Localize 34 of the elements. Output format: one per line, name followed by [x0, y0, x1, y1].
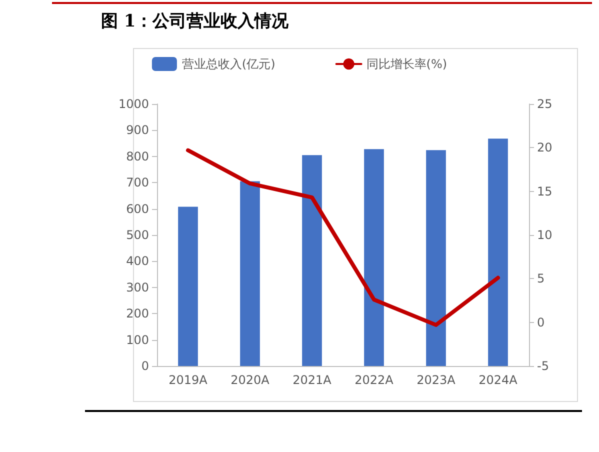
bar — [240, 181, 260, 366]
bar — [426, 150, 446, 366]
x-tick-label: 2023A — [416, 373, 456, 387]
bar — [302, 155, 322, 366]
y-tick-label: 200 — [126, 306, 149, 321]
x-tick-label: 2020A — [230, 373, 270, 387]
y-tick-label: 300 — [126, 280, 149, 294]
y-tick-label: 500 — [126, 228, 149, 242]
x-tick-label: 2019A — [168, 373, 208, 387]
x-tick-label: 2021A — [292, 373, 332, 387]
y2-tick-label: 20 — [537, 140, 552, 155]
y-tick-label: 700 — [126, 176, 149, 190]
chart-title: 图 1：公司营业收入情况 — [101, 12, 290, 32]
bar — [488, 138, 508, 366]
bar — [178, 206, 198, 366]
y-tick-label: 900 — [126, 123, 149, 138]
bar — [364, 149, 384, 366]
y-tick-label: 100 — [126, 332, 149, 347]
y-tick-label: 600 — [126, 202, 149, 216]
x-tick-label: 2022A — [354, 373, 394, 387]
y2-tick-label: -5 — [537, 359, 549, 373]
y2-tick-label: 15 — [537, 184, 552, 198]
y2-tick-label: 25 — [537, 97, 552, 111]
x-tick-label: 2024A — [478, 373, 518, 387]
y2-tick-label: 0 — [537, 315, 545, 330]
line-series — [186, 148, 500, 327]
legend-label: 营业总收入(亿元) — [182, 57, 276, 71]
y2-tick-label: 5 — [537, 272, 545, 286]
y-tick-label: 800 — [126, 149, 149, 164]
y-tick-label: 0 — [141, 359, 149, 373]
legend-label: 同比增长率(%) — [366, 57, 448, 71]
y-tick-label: 1000 — [118, 97, 149, 111]
y-tick-label: 400 — [126, 254, 149, 268]
y2-tick-label: 10 — [537, 228, 552, 242]
